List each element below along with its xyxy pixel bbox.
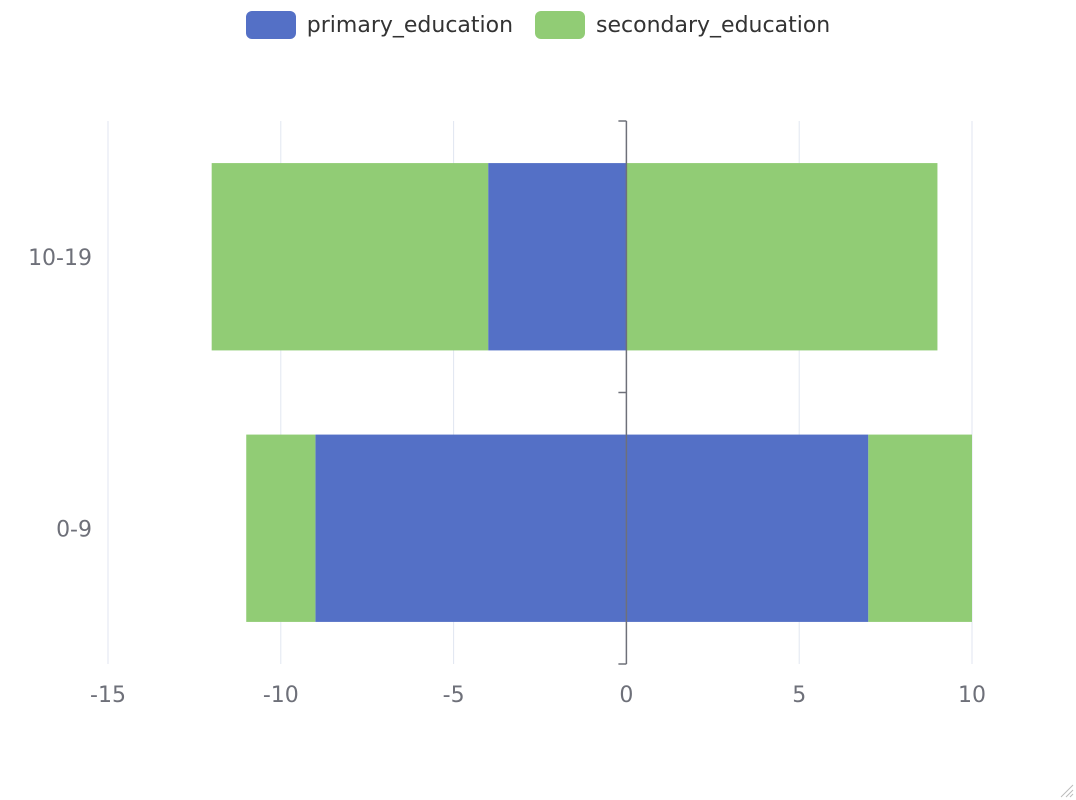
legend-swatch-primary-education: [245, 11, 296, 39]
axes: [618, 120, 628, 665]
bar-primary-education[interactable]: [626, 434, 869, 622]
bar-secondary-education[interactable]: [626, 163, 938, 351]
x-tick-label: 5: [792, 683, 806, 708]
legend-item-secondary-education[interactable]: secondary_education: [535, 11, 830, 39]
bar-secondary-education[interactable]: [246, 434, 316, 622]
legend-label-secondary-education: secondary_education: [596, 12, 831, 38]
bar-series: [211, 163, 972, 622]
x-tick-label: 10: [958, 683, 986, 708]
bar-secondary-education[interactable]: [868, 434, 972, 622]
legend-swatch-secondary-education: [535, 11, 586, 39]
y-axis-labels: 10-19 0-9: [28, 246, 92, 543]
legend-label-primary-education: primary_education: [306, 12, 514, 38]
bar-primary-education[interactable]: [315, 434, 627, 622]
bar-secondary-education[interactable]: [211, 163, 489, 351]
bar-primary-education[interactable]: [488, 163, 627, 351]
legend-item-primary-education[interactable]: primary_education: [245, 11, 514, 39]
x-tick-label: -15: [90, 683, 126, 708]
resize-grip-icon[interactable]: [1058, 782, 1074, 798]
x-tick-label: -10: [263, 683, 299, 708]
y-tick-label: 0-9: [56, 517, 92, 542]
x-axis-labels: -15 -10 -5 0 5 10: [90, 683, 986, 708]
y-tick-label: 10-19: [28, 246, 92, 271]
x-tick-label: 0: [619, 683, 633, 708]
x-tick-label: -5: [443, 683, 465, 708]
chart-legend: primary_education secondary_education: [0, 8, 1076, 42]
